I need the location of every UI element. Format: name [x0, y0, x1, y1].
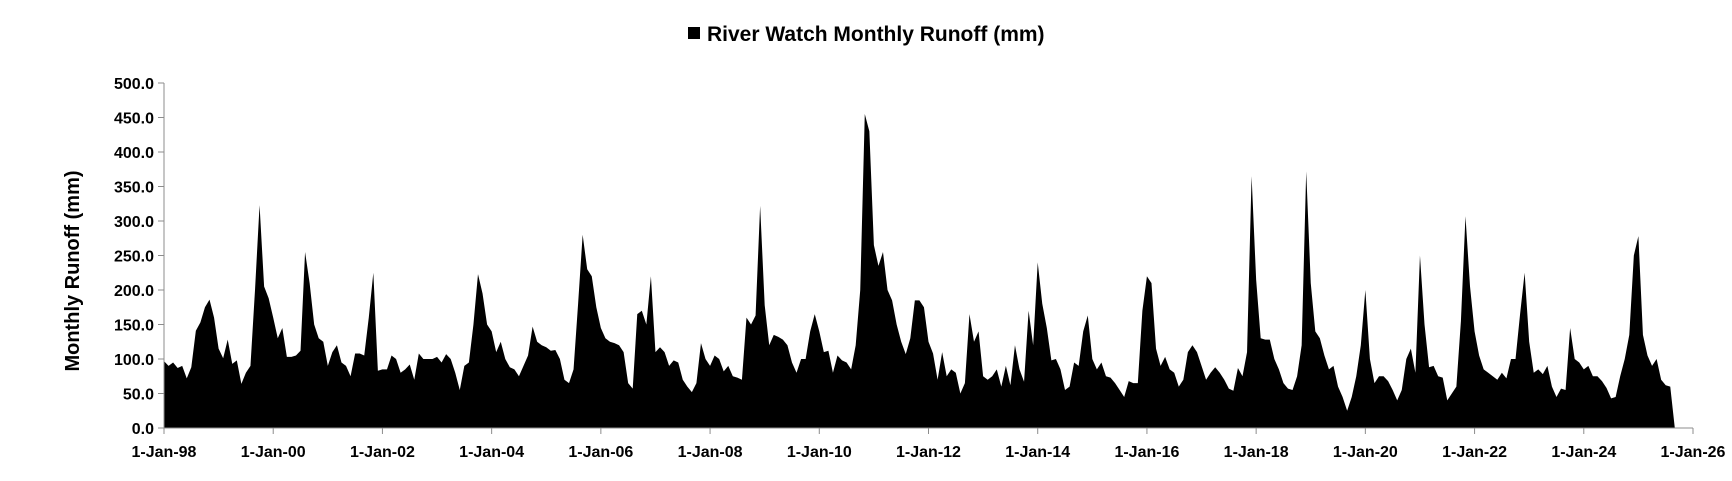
- x-tick-label: 1-Jan-02: [350, 444, 415, 461]
- x-tick-label: 1-Jan-98: [132, 444, 197, 461]
- y-tick-label: 500.0: [114, 76, 154, 93]
- x-tick-label: 1-Jan-24: [1551, 444, 1616, 461]
- chart-legend: River Watch Monthly Runoff (mm): [688, 23, 1045, 46]
- y-tick-label: 350.0: [114, 180, 154, 197]
- y-tick-label: 0.0: [132, 421, 154, 438]
- x-tick-label: 1-Jan-04: [459, 444, 524, 461]
- x-tick-label: 1-Jan-14: [1005, 444, 1070, 461]
- y-axis-title: Monthly Runoff (mm): [62, 170, 84, 371]
- y-tick-label: 300.0: [114, 214, 154, 231]
- x-tick-label: 1-Jan-06: [568, 444, 633, 461]
- y-axis: 0.0 50.0 100.0 150.0 200.0 250.0 300.0 350.0 400…: [114, 76, 165, 438]
- y-tick-label: 50.0: [123, 387, 154, 404]
- chart-title: River Watch Monthly Runoff (mm): [707, 23, 1045, 46]
- x-tick-label: 1-Jan-10: [787, 444, 852, 461]
- x-tick-label: 1-Jan-18: [1224, 444, 1289, 461]
- x-tick-label: 1-Jan-08: [678, 444, 743, 461]
- y-tick-label: 450.0: [114, 111, 154, 128]
- x-tick-label: 1-Jan-22: [1442, 444, 1507, 461]
- x-tick-label: 1-Jan-00: [241, 444, 306, 461]
- x-tick-label: 1-Jan-12: [896, 444, 961, 461]
- x-tick-label: 1-Jan-26: [1661, 444, 1726, 461]
- series-area-0: [164, 114, 1675, 429]
- y-tick-label: 250.0: [114, 249, 154, 266]
- y-tick-label: 200.0: [114, 283, 154, 300]
- y-tick-label: 400.0: [114, 145, 154, 162]
- legend-swatch: [688, 27, 700, 39]
- x-axis: 1-Jan-98 1-Jan-00 1-Jan-02 1-Jan-04 1-Jan-06…: [132, 427, 1726, 461]
- y-tick-label: 100.0: [114, 352, 154, 369]
- plot-area: [164, 114, 1675, 429]
- x-tick-label: 1-Jan-20: [1333, 444, 1398, 461]
- y-tick-label: 150.0: [114, 318, 154, 335]
- x-tick-label: 1-Jan-16: [1114, 444, 1179, 461]
